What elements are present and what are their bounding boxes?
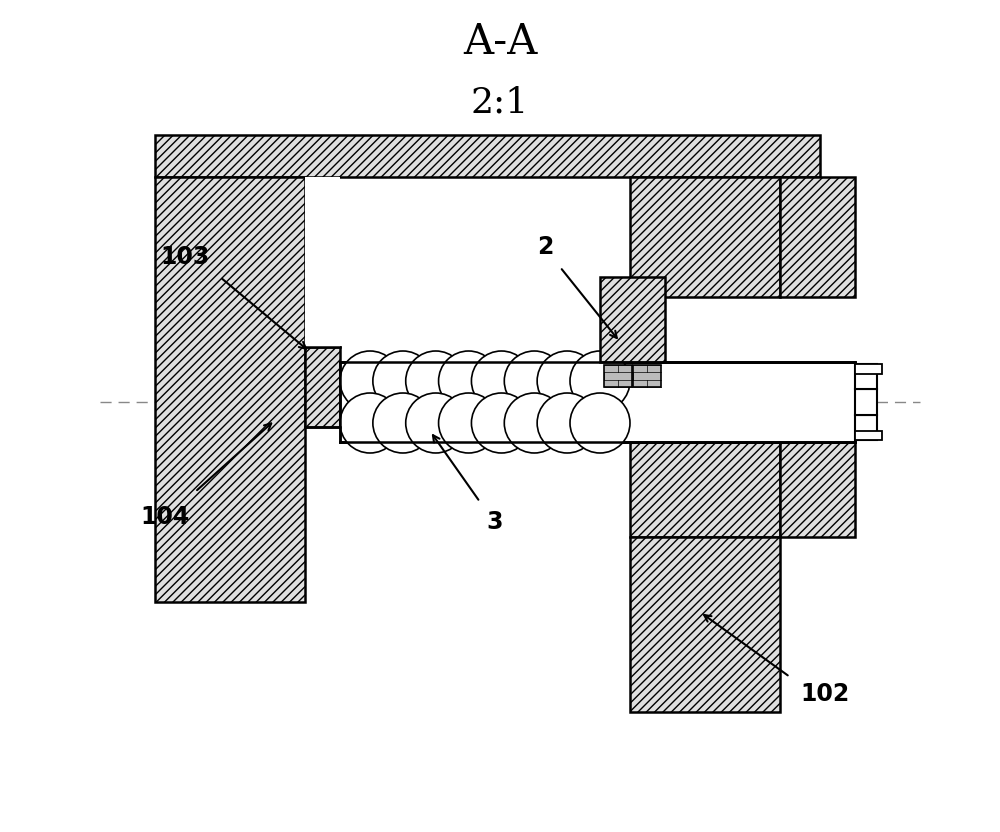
Bar bbox=[630, 537, 780, 712]
Circle shape bbox=[373, 393, 433, 453]
Circle shape bbox=[537, 393, 597, 453]
Text: 103: 103 bbox=[160, 245, 210, 269]
Bar bbox=[155, 135, 820, 177]
Bar bbox=[155, 135, 820, 177]
Bar bbox=[780, 177, 855, 297]
Bar bbox=[780, 442, 855, 537]
Circle shape bbox=[471, 393, 531, 453]
Circle shape bbox=[504, 393, 564, 453]
Text: 102: 102 bbox=[800, 682, 850, 706]
Bar bbox=[630, 537, 780, 712]
Circle shape bbox=[373, 351, 433, 411]
Bar bbox=[855, 364, 877, 389]
Bar bbox=[855, 414, 877, 440]
Bar bbox=[630, 177, 780, 297]
Bar bbox=[630, 177, 780, 297]
Bar bbox=[340, 362, 855, 442]
Bar bbox=[604, 365, 632, 387]
Circle shape bbox=[340, 351, 400, 411]
Bar bbox=[855, 389, 877, 414]
Circle shape bbox=[406, 351, 466, 411]
Circle shape bbox=[537, 351, 597, 411]
Bar bbox=[155, 177, 305, 602]
Bar bbox=[855, 364, 882, 374]
Circle shape bbox=[570, 393, 630, 453]
Circle shape bbox=[439, 393, 499, 453]
Circle shape bbox=[406, 393, 466, 453]
Bar bbox=[630, 442, 780, 537]
Bar bbox=[155, 177, 305, 602]
Text: 2: 2 bbox=[537, 235, 553, 259]
Circle shape bbox=[340, 393, 400, 453]
Bar bbox=[780, 177, 855, 297]
Text: 104: 104 bbox=[140, 505, 190, 529]
Bar bbox=[780, 442, 855, 537]
Circle shape bbox=[471, 351, 531, 411]
Bar bbox=[600, 277, 665, 362]
Circle shape bbox=[504, 351, 564, 411]
Circle shape bbox=[570, 351, 630, 411]
Bar bbox=[633, 365, 661, 387]
Text: 3: 3 bbox=[487, 510, 503, 534]
Bar bbox=[305, 177, 340, 347]
Circle shape bbox=[439, 351, 499, 411]
Bar bbox=[630, 442, 780, 537]
Text: A-A: A-A bbox=[463, 21, 537, 63]
Bar bbox=[855, 430, 882, 440]
Bar bbox=[305, 347, 340, 427]
Bar bbox=[305, 347, 340, 427]
Bar bbox=[600, 277, 665, 362]
Text: 2:1: 2:1 bbox=[471, 85, 529, 119]
